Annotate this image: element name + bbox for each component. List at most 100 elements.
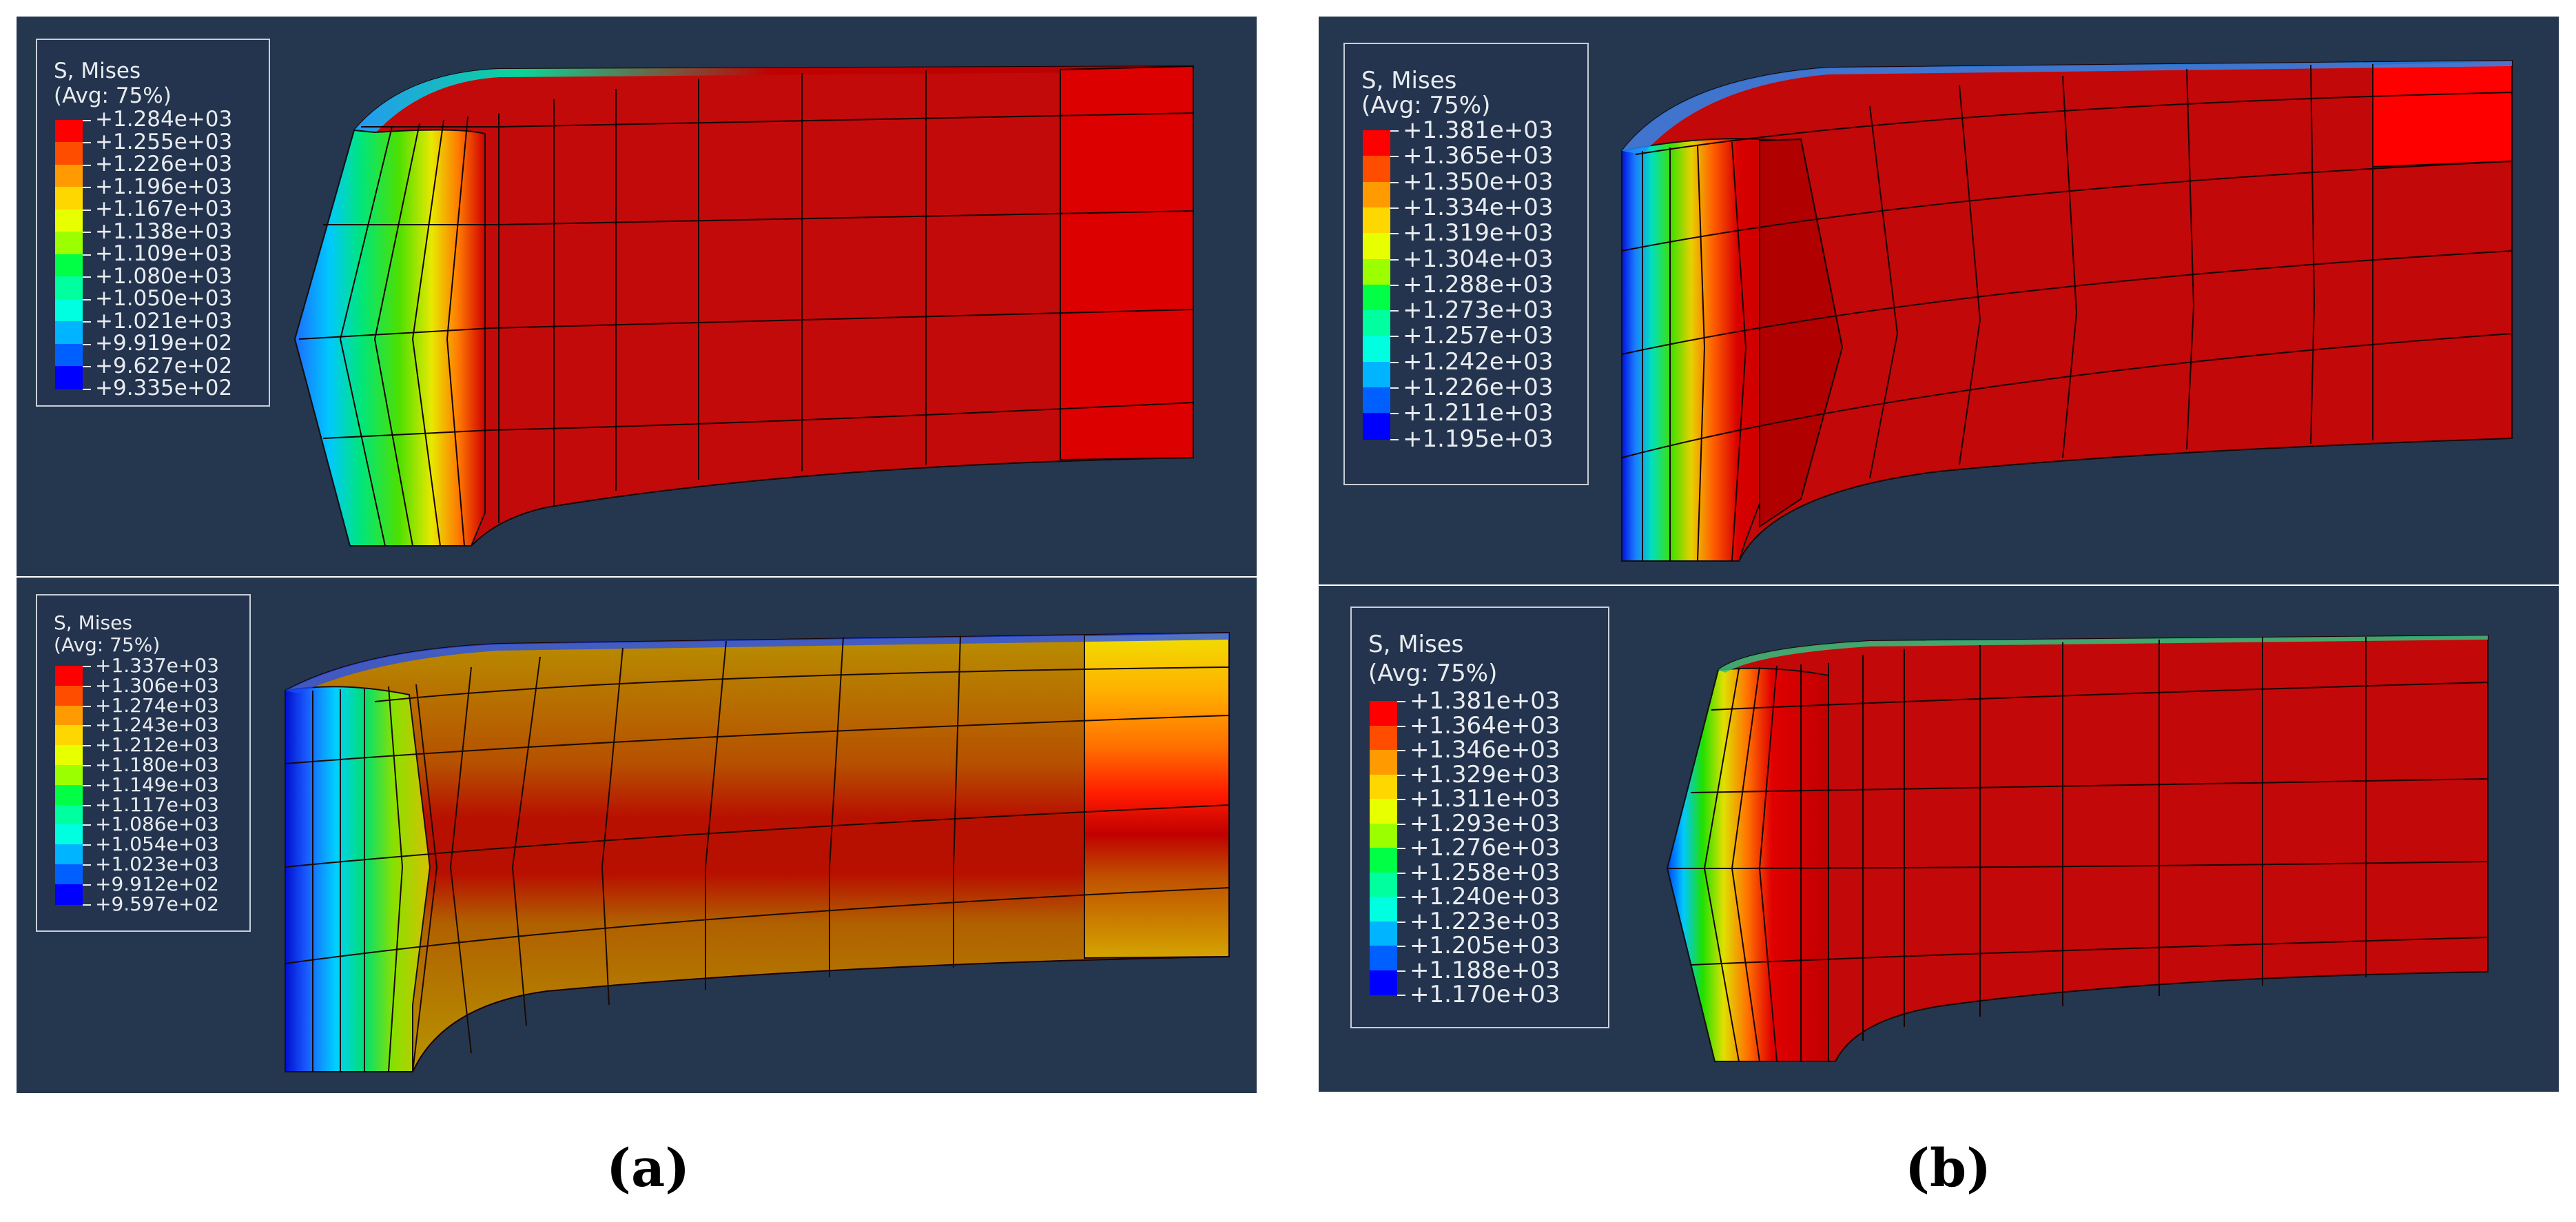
legend-swatch <box>55 824 83 846</box>
legend-value: +1.346e+03 <box>1410 736 1560 764</box>
legend-tick <box>1390 310 1399 312</box>
legend-tick <box>1390 438 1399 440</box>
legend-tick <box>83 725 91 727</box>
legend-title: S, Mises <box>54 59 141 83</box>
legend-tick <box>83 884 91 886</box>
legend-swatch <box>55 232 83 255</box>
legend-tick <box>83 904 91 906</box>
legend-tick <box>1397 750 1405 751</box>
legend-value: +1.311e+03 <box>1410 785 1560 813</box>
legend-swatch <box>1370 799 1397 824</box>
legend-tick <box>1397 921 1405 923</box>
legend-swatch <box>55 864 83 885</box>
legend-tick <box>83 366 91 367</box>
legend-value: +1.293e+03 <box>1410 809 1560 837</box>
legend-tick <box>83 232 91 233</box>
legend-value: +1.212e+03 <box>95 733 219 757</box>
legend-tick <box>83 685 91 687</box>
legend-tick <box>83 784 91 786</box>
legend-swatch <box>55 804 83 826</box>
legend-swatch <box>55 884 83 905</box>
legend-value: +9.912e+02 <box>95 872 219 895</box>
legend-swatch <box>1370 701 1397 726</box>
legend-value: +1.080e+03 <box>95 263 233 289</box>
legend-value: +1.117e+03 <box>95 793 219 816</box>
legend-swatch <box>55 666 83 686</box>
legend-value: +1.319e+03 <box>1403 219 1554 247</box>
legend-tick <box>83 745 91 747</box>
legend-value: +9.627e+02 <box>95 353 233 378</box>
legend-tick <box>1397 970 1405 972</box>
legend-swatch <box>55 765 83 786</box>
legend-tick <box>83 388 91 390</box>
legend-value: +1.258e+03 <box>1410 858 1560 886</box>
legend-tick <box>83 804 91 806</box>
legend-tick <box>83 119 91 121</box>
legend-tick <box>83 187 91 188</box>
legend-value: +1.223e+03 <box>1410 907 1560 935</box>
legend-value: +1.226e+03 <box>95 152 233 176</box>
legend-value: +1.257e+03 <box>1403 322 1554 350</box>
mesh-view-a-top <box>17 17 1257 576</box>
legend-value: +1.149e+03 <box>95 773 219 796</box>
legend-swatch <box>1363 258 1390 285</box>
caption-b: (b) <box>1905 1137 1991 1199</box>
legend-value: +1.188e+03 <box>1410 956 1560 984</box>
legend-swatch <box>55 784 83 806</box>
legend-value: +1.381e+03 <box>1403 116 1554 144</box>
legend-swatch <box>55 254 83 277</box>
legend-tick <box>1390 181 1399 183</box>
legend-value: +1.196e+03 <box>95 174 233 199</box>
legend-swatch <box>55 321 83 345</box>
legend-value: +1.086e+03 <box>95 813 219 836</box>
legend-tick <box>1397 823 1405 825</box>
legend-swatch <box>1370 823 1397 848</box>
legend-value: +1.242e+03 <box>1403 347 1554 376</box>
legend-title: S, Mises <box>1368 631 1464 658</box>
legend-swatch <box>1370 725 1397 751</box>
legend-tick <box>1390 156 1399 158</box>
legend-value: +1.021e+03 <box>95 308 233 334</box>
legend-tick <box>83 209 91 211</box>
legend-swatch <box>55 745 83 766</box>
legend-swatch <box>55 685 83 706</box>
legend-swatch <box>1363 181 1390 208</box>
legend-swatch <box>1370 774 1397 800</box>
legend-tick <box>83 705 91 707</box>
legend-value: +1.337e+03 <box>95 654 219 677</box>
legend-swatch <box>1363 387 1390 414</box>
legend-swatch <box>55 725 83 746</box>
legend-tick <box>1397 848 1405 849</box>
legend-swatch <box>1363 310 1390 337</box>
legend-tick <box>1390 361 1399 363</box>
legend-value: +1.054e+03 <box>95 833 219 856</box>
legend-swatch <box>55 142 83 165</box>
legend-tick <box>1397 946 1405 947</box>
legend-value: +1.334e+03 <box>1403 193 1554 221</box>
legend-tick <box>1397 872 1405 874</box>
legend-b-bottom: S, Mises (Avg: 75%) +1.381e+03 +1.364e+03 +1… <box>1350 607 1609 1028</box>
legend-value: +1.274e+03 <box>95 693 219 717</box>
legend-title: S, Mises <box>1361 67 1457 94</box>
legend-value: +9.919e+02 <box>95 331 233 356</box>
legend-value: +1.306e+03 <box>95 673 219 697</box>
legend-swatch <box>55 187 83 210</box>
legend-subtitle: (Avg: 75%) <box>54 83 172 108</box>
legend-value: +1.170e+03 <box>1410 981 1560 1008</box>
legend-tick <box>1390 207 1399 209</box>
legend-b-top: S, Mises (Avg: 75%) +1.381e+03 +1.365e+03 +1… <box>1343 43 1589 485</box>
legend-tick <box>1390 284 1399 286</box>
legend-swatch <box>1370 946 1397 971</box>
legend-value: +1.255e+03 <box>95 129 233 154</box>
legend-value: +1.381e+03 <box>1410 687 1560 715</box>
legend-tick <box>1397 799 1405 800</box>
legend-tick <box>1390 233 1399 235</box>
legend-swatch <box>1370 897 1397 922</box>
legend-tick <box>1390 336 1399 338</box>
legend-a-top: S, Mises (Avg: 75%) +1.284e+03 +1.255e+03 +1… <box>36 39 270 407</box>
legend-tick <box>83 765 91 766</box>
legend-value: +9.597e+02 <box>95 892 219 915</box>
legend-swatch <box>1363 233 1390 260</box>
legend-swatch <box>55 366 83 389</box>
legend-title: S, Mises <box>54 611 132 634</box>
